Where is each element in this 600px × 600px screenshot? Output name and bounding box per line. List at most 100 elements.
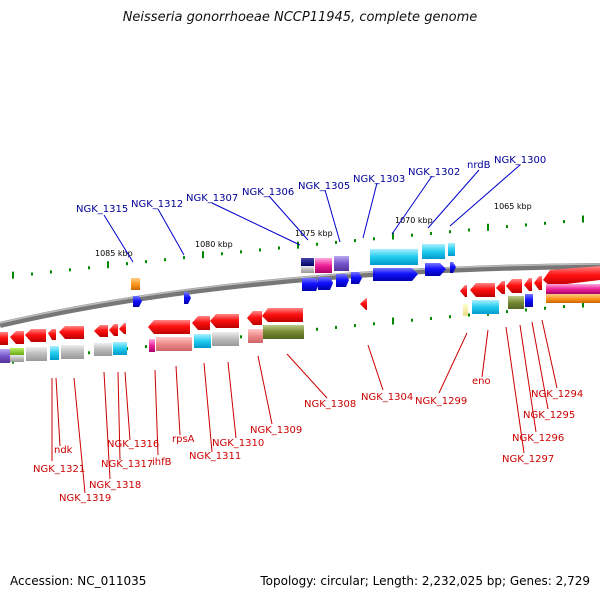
gene-arrow[interactable]: [109, 324, 118, 336]
reverse-strand-genes: [0, 266, 600, 363]
gene-annotation-grey: [212, 332, 239, 346]
gene-label[interactable]: NGK_1305: [298, 181, 350, 192]
scale-tick: [31, 272, 33, 276]
gene-label[interactable]: nrdB: [467, 160, 491, 171]
gene-label[interactable]: NGK_1300: [494, 155, 546, 166]
gene-arrow[interactable]: [247, 311, 262, 325]
gene-arrow[interactable]: [25, 329, 46, 342]
scale-tick: [563, 220, 565, 224]
gene-arrow[interactable]: [534, 276, 542, 290]
gene-label[interactable]: NGK_1321: [33, 464, 85, 475]
scale-tick: [316, 327, 318, 331]
gene-annotation-cyan: [422, 244, 445, 259]
gene-label[interactable]: NGK_1294: [531, 389, 583, 400]
gene-label[interactable]: NGK_1296: [512, 433, 564, 444]
scale-tick: [240, 250, 242, 254]
gene-arrow[interactable]: [59, 326, 84, 339]
scale-tick: [240, 335, 242, 339]
gene-label[interactable]: eno: [472, 376, 491, 387]
gene-label[interactable]: ihfB: [152, 457, 172, 468]
scale-tick: [525, 223, 527, 227]
gene-annotation-green: [10, 348, 24, 355]
scale-tick: [354, 324, 356, 328]
gene-arrow[interactable]: [543, 266, 600, 286]
scale-tick: [430, 231, 432, 235]
gene-label[interactable]: NGK_1319: [59, 493, 111, 504]
gene-arrow[interactable]: [425, 263, 446, 276]
scale-tick: [335, 240, 337, 244]
gene-arrow[interactable]: [318, 277, 333, 290]
scale-tick: [278, 246, 280, 250]
scale-tick: [88, 351, 90, 355]
scale-tick: [563, 305, 565, 309]
gene-arrow[interactable]: [210, 314, 239, 328]
genome-title: Neisseria gonorrhoeae NCCP11945, complet…: [122, 10, 478, 25]
gene-arrow[interactable]: [48, 329, 56, 340]
gene-annotation-purple: [334, 256, 349, 271]
gene-label[interactable]: NGK_1297: [502, 454, 554, 465]
gene-label[interactable]: NGK_1308: [304, 399, 356, 410]
gene-label[interactable]: NGK_1303: [353, 174, 405, 185]
scale-tick: [392, 317, 394, 325]
gene-label[interactable]: NGK_1295: [523, 410, 575, 421]
gene-arrow[interactable]: [470, 283, 495, 297]
gene-arrow[interactable]: [336, 274, 349, 287]
gene-label[interactable]: NGK_1306: [242, 187, 294, 198]
gene-arrow[interactable]: [524, 278, 532, 291]
gene-annotation-cyan: [448, 243, 455, 256]
gene-arrow[interactable]: [450, 262, 456, 273]
gene-label[interactable]: NGK_1315: [76, 204, 128, 215]
gene-arrow[interactable]: [302, 278, 319, 291]
gene-arrow[interactable]: [119, 323, 126, 334]
scale-tick: [335, 325, 337, 329]
gene-label[interactable]: NGK_1304: [361, 392, 413, 403]
gene-arrow[interactable]: [94, 325, 108, 337]
gene-arrow[interactable]: [351, 272, 362, 284]
gene-annotation-cyan: [113, 342, 127, 355]
gene-annotation-cyan: [472, 300, 499, 314]
gene-label[interactable]: NGK_1310: [212, 438, 264, 449]
gene-label[interactable]: NGK_1317: [101, 459, 153, 470]
genome-summary-text: Topology: circular; Length: 2,232,025 bp…: [260, 574, 590, 588]
gene-arrow[interactable]: [184, 292, 191, 304]
gene-arrow[interactable]: [262, 308, 303, 322]
gene-label[interactable]: NGK_1311: [189, 451, 241, 462]
gene-arrow[interactable]: [496, 281, 505, 294]
gene-label[interactable]: rpsA: [172, 434, 195, 445]
gene-arrow[interactable]: [10, 331, 24, 344]
gene-arrow[interactable]: [360, 298, 367, 310]
scale-label-1070: 1070 kbp: [395, 216, 433, 225]
gene-label[interactable]: NGK_1307: [186, 193, 238, 204]
gene-label[interactable]: ndk: [54, 445, 73, 456]
accession-text: Accession: NC_011035: [10, 574, 147, 588]
gene-annotation-olive: [508, 296, 524, 309]
gene-arrow[interactable]: [0, 332, 8, 345]
gene-arrow[interactable]: [373, 268, 418, 281]
gene-arrow[interactable]: [192, 316, 210, 330]
gene-label[interactable]: NGK_1302: [408, 167, 460, 178]
genome-backbone-highlight: [0, 263, 600, 324]
gene-arrow[interactable]: [506, 279, 522, 293]
gene-arrow[interactable]: [460, 285, 467, 297]
scale-tick: [544, 306, 546, 310]
forward-gene-labels: NGK_1315 NGK_1312 NGK_1307 NGK_1306 NGK_…: [76, 155, 546, 215]
scale-tick: [12, 271, 14, 279]
gene-label[interactable]: NGK_1312: [131, 199, 183, 210]
gene-annotation-cyan: [50, 346, 59, 360]
gene-annotation-navy: [301, 258, 314, 266]
gene-label[interactable]: NGK_1309: [250, 425, 302, 436]
scale-tick: [525, 308, 527, 312]
gene-arrow[interactable]: [148, 320, 190, 334]
scale-tick: [373, 237, 375, 241]
gene-label[interactable]: NGK_1299: [415, 396, 467, 407]
forward-strand-genes: [131, 243, 456, 307]
scale-tick: [582, 215, 584, 223]
gene-label[interactable]: NGK_1316: [107, 439, 159, 450]
gene-annotation-orange: [546, 294, 600, 303]
gene-arrow[interactable]: [133, 296, 142, 307]
gene-label[interactable]: NGK_1318: [89, 480, 141, 491]
gene-annotation-cyan: [194, 334, 211, 348]
scale-tick: [259, 248, 261, 252]
scale-tick: [544, 221, 546, 225]
